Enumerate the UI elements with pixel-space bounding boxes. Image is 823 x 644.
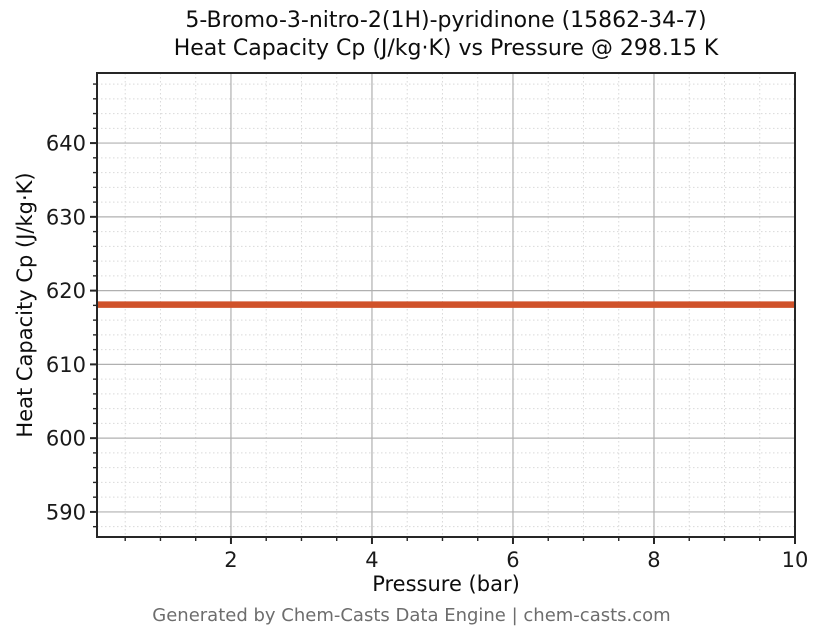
- x-axis-label: Pressure (bar): [372, 572, 520, 596]
- x-tick-label: 8: [647, 548, 660, 572]
- y-tick-label: 590: [46, 500, 86, 524]
- x-tick-label: 10: [782, 548, 809, 572]
- y-tick-label: 610: [46, 353, 86, 377]
- y-tick-labels: 590 600 610 620 630 640: [46, 132, 86, 525]
- y-tick-label: 620: [46, 279, 86, 303]
- chart-title: 5-Bromo-3-nitro-2(1H)-pyridinone (15862-…: [97, 7, 795, 63]
- x-tick-label: 6: [506, 548, 519, 572]
- y-tick-label: 600: [46, 427, 86, 451]
- x-tick-labels: 2 4 6 8 10: [224, 548, 808, 572]
- y-axis-label: Heat Capacity Cp (J/kg·K): [13, 172, 37, 438]
- axis-ticks: [90, 83, 796, 544]
- chart-title-line1: 5-Bromo-3-nitro-2(1H)-pyridinone (15862-…: [185, 8, 707, 33]
- x-tick-label: 4: [365, 548, 378, 572]
- y-tick-label: 640: [46, 132, 86, 156]
- y-tick-label: 630: [46, 205, 86, 229]
- major-gridlines: [97, 73, 796, 537]
- x-tick-label: 2: [224, 548, 237, 572]
- chart-title-line2: Heat Capacity Cp (J/kg·K) vs Pressure @ …: [173, 36, 719, 61]
- watermark-text: Generated by Chem-Casts Data Engine | ch…: [152, 605, 671, 626]
